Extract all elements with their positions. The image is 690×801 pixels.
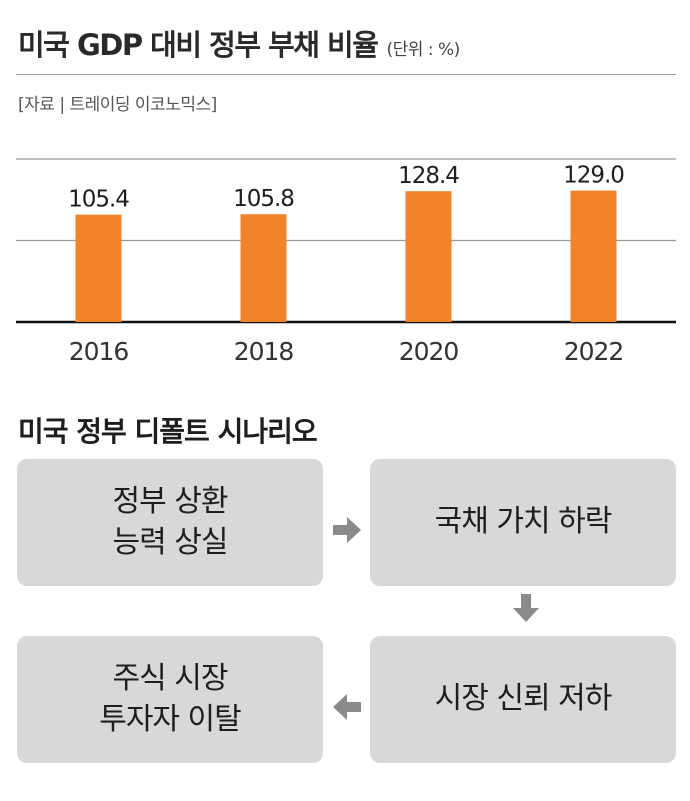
- value-label-2016: 105.4: [68, 187, 129, 213]
- title-divider: [16, 74, 676, 75]
- bar-2020: [405, 191, 452, 322]
- chart-unit: (단위 : %): [386, 40, 461, 60]
- value-label-2018: 105.8: [233, 186, 294, 212]
- scenario-step-4: 주식 시장 투자자 이탈: [17, 636, 323, 763]
- bar-2016: [75, 214, 122, 322]
- arrow-left-icon: [333, 694, 361, 720]
- bar-chart: 105.4 2016 105.8 2018 128.4 2020 129.0 2022: [16, 158, 676, 366]
- bar-2022: [570, 190, 617, 322]
- x-tick-label-2022: 2022: [564, 337, 624, 366]
- x-tick-label-2020: 2020: [399, 337, 459, 366]
- x-tick-label-2016: 2016: [69, 337, 129, 366]
- arrow-down-icon: [513, 594, 539, 622]
- arrow-right-icon: [333, 517, 361, 543]
- chart-title: 미국 GDP 대비 정부 부채 비율: [18, 28, 379, 62]
- chart-source: [자료 | 트레이딩 이코노믹스]: [18, 95, 217, 115]
- chart-header: 미국 GDP 대비 정부 부채 비율 (단위 : %): [18, 22, 460, 64]
- value-label-2022: 129.0: [563, 163, 624, 189]
- value-label-2020: 128.4: [398, 163, 459, 189]
- scenario-step-1: 정부 상환 능력 상실: [17, 459, 323, 586]
- scenario-step-3: 시장 신뢰 저하: [370, 636, 676, 763]
- scenario-title: 미국 정부 디폴트 시나리오: [18, 415, 318, 448]
- x-tick-label-2018: 2018: [234, 337, 294, 366]
- bar-2018: [240, 214, 287, 322]
- scenario-step-2: 국채 가치 하락: [370, 459, 676, 586]
